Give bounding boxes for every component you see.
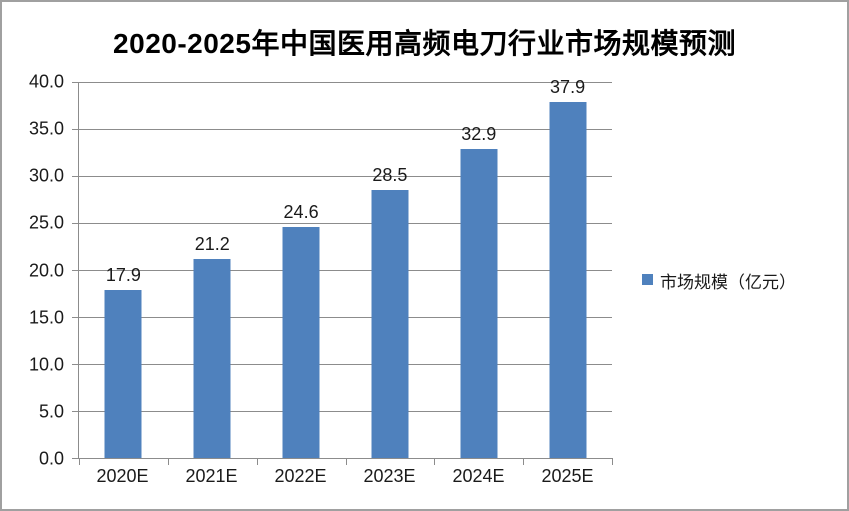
gridline xyxy=(79,364,612,365)
x-axis-tick xyxy=(523,458,525,465)
x-axis-labels: 2020E 2021E 2022E 2023E 2024E 2025E xyxy=(78,466,612,487)
legend-series-label: 市场规模（亿元） xyxy=(660,273,796,292)
gridline xyxy=(79,82,612,83)
x-axis-label: 2022E xyxy=(274,466,327,486)
gridline xyxy=(79,223,612,224)
x-axis-tick xyxy=(434,458,436,465)
y-axis-tick xyxy=(72,458,79,459)
x-axis-tick xyxy=(79,458,80,465)
gridline xyxy=(79,270,612,271)
y-axis-tick xyxy=(72,129,79,130)
legend: 市场规模（亿元） xyxy=(642,268,796,293)
bar-value-label: 21.2 xyxy=(194,233,230,254)
y-tick-label: 30.0 xyxy=(28,165,64,186)
y-axis-labels: 0.0 5.0 10.0 15.0 20.0 25.0 30.0 35.0 40.0 xyxy=(2,72,64,469)
y-tick-label: 15.0 xyxy=(28,307,64,328)
y-tick-label: 35.0 xyxy=(28,118,64,139)
y-axis-tick xyxy=(72,223,79,224)
bar xyxy=(193,258,231,458)
bar-value-label: 32.9 xyxy=(461,123,497,144)
y-axis-tick xyxy=(72,364,79,365)
y-axis-tick xyxy=(72,411,79,412)
gridline xyxy=(79,129,612,130)
bar xyxy=(460,148,498,458)
chart-title: 2020-2025年中国医用高频电刀行业市场规模预测 xyxy=(113,28,736,59)
bar-value-label: 17.9 xyxy=(105,264,141,285)
gridline xyxy=(79,317,612,318)
x-axis-label: 2025E xyxy=(541,466,594,486)
y-axis-tick xyxy=(72,317,79,318)
x-axis-label: 2024E xyxy=(452,466,505,486)
y-axis-tick xyxy=(72,176,79,177)
bar-value-label: 37.9 xyxy=(550,76,586,97)
bar-value-label: 28.5 xyxy=(372,165,408,186)
plot-area: 17.9 21.2 24.6 28.5 32.9 37.9 xyxy=(72,77,613,465)
bar xyxy=(104,289,142,458)
bar xyxy=(282,226,320,458)
x-axis-label: 2021E xyxy=(185,466,238,486)
y-axis-tick xyxy=(72,270,79,271)
x-axis-tick xyxy=(345,458,347,465)
y-tick-label: 0.0 xyxy=(38,448,64,469)
y-tick-label: 25.0 xyxy=(28,212,64,233)
x-axis-tick xyxy=(612,458,613,465)
gridline xyxy=(79,411,612,412)
x-axis-tick xyxy=(256,458,258,465)
x-axis-label: 2020E xyxy=(96,466,149,486)
y-tick-label: 20.0 xyxy=(28,260,64,280)
y-tick-label: 5.0 xyxy=(38,401,64,422)
x-axis-tick xyxy=(167,458,169,465)
y-axis-tick xyxy=(72,82,79,83)
bar xyxy=(549,101,587,458)
y-tick-label: 40.0 xyxy=(28,71,64,92)
legend-series-swatch-icon xyxy=(642,274,653,285)
x-axis-label: 2023E xyxy=(363,466,416,486)
y-tick-label: 10.0 xyxy=(28,354,64,375)
bar-value-label: 24.6 xyxy=(283,201,319,222)
bar xyxy=(371,190,409,458)
gridline xyxy=(79,176,612,177)
